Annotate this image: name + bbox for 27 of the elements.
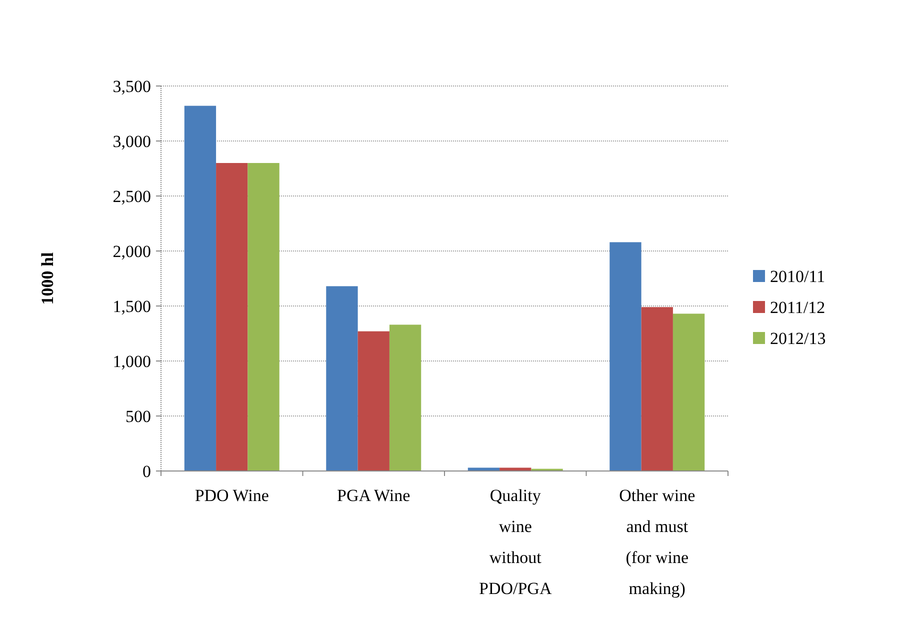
y-tick-label: 3,500	[112, 76, 151, 96]
y-tick-label: 1,500	[112, 296, 151, 316]
y-axis-title: 1000 hl	[38, 252, 57, 305]
y-tick-label: 1,000	[112, 352, 151, 371]
bar	[358, 331, 390, 471]
x-tick-label: PDO Wine	[194, 486, 269, 505]
legend-label: 2011/12	[770, 298, 826, 317]
legend-label: 2012/13	[770, 328, 826, 348]
bar	[468, 468, 500, 471]
y-tick-label: 2,500	[112, 186, 151, 206]
y-tick-label: 2,000	[112, 242, 151, 261]
y-tick-label: 500	[126, 406, 151, 426]
y-tick-label: 0	[142, 462, 151, 481]
bar	[326, 286, 358, 471]
bar	[216, 163, 248, 471]
bar	[500, 468, 532, 471]
x-tick-label: Other wine and must (for wine making)	[619, 486, 696, 598]
bar	[610, 242, 642, 471]
bar	[389, 324, 422, 471]
bar	[672, 314, 705, 471]
bar	[248, 163, 280, 471]
x-tick-label: PGA Wine	[337, 486, 410, 505]
bar	[641, 307, 673, 471]
y-tick-label: 3,000	[112, 132, 151, 151]
bar	[184, 106, 216, 471]
legend-label: 2010/11	[770, 266, 826, 286]
x-tick-label: Quality wine without PDO/PGA	[479, 486, 552, 598]
